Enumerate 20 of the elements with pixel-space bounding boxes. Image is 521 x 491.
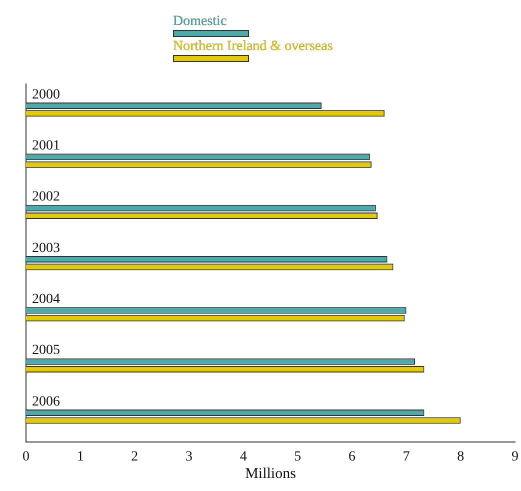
x-tick-label: 3	[186, 449, 192, 464]
x-tick-label: 1	[76, 449, 84, 464]
x-tick-label: 9	[512, 449, 518, 464]
y-tick-label: 2006	[32, 394, 60, 410]
x-tick-label: 6	[348, 449, 356, 464]
x-tick-label: 4	[240, 449, 247, 464]
x-tick-label: 0	[22, 449, 30, 464]
x-tick-label: 7	[402, 449, 410, 464]
y-tick-label: 2002	[32, 190, 60, 205]
x-tick-label: 2	[131, 449, 138, 464]
legend-item: Domestic	[173, 14, 333, 37]
y-tick-label: 2004	[32, 292, 60, 307]
legend-item: Northern Ireland & overseas	[173, 39, 333, 62]
x-tick-label: 8	[457, 449, 464, 464]
y-tick-label: 2000	[32, 87, 60, 102]
y-tick-label: 2005	[32, 343, 60, 358]
x-tick-label: 5	[294, 449, 302, 464]
y-tick-label: 2001	[32, 138, 60, 154]
y-tick-label: 2003	[32, 240, 60, 256]
x-axis-title: Millions	[245, 466, 296, 482]
